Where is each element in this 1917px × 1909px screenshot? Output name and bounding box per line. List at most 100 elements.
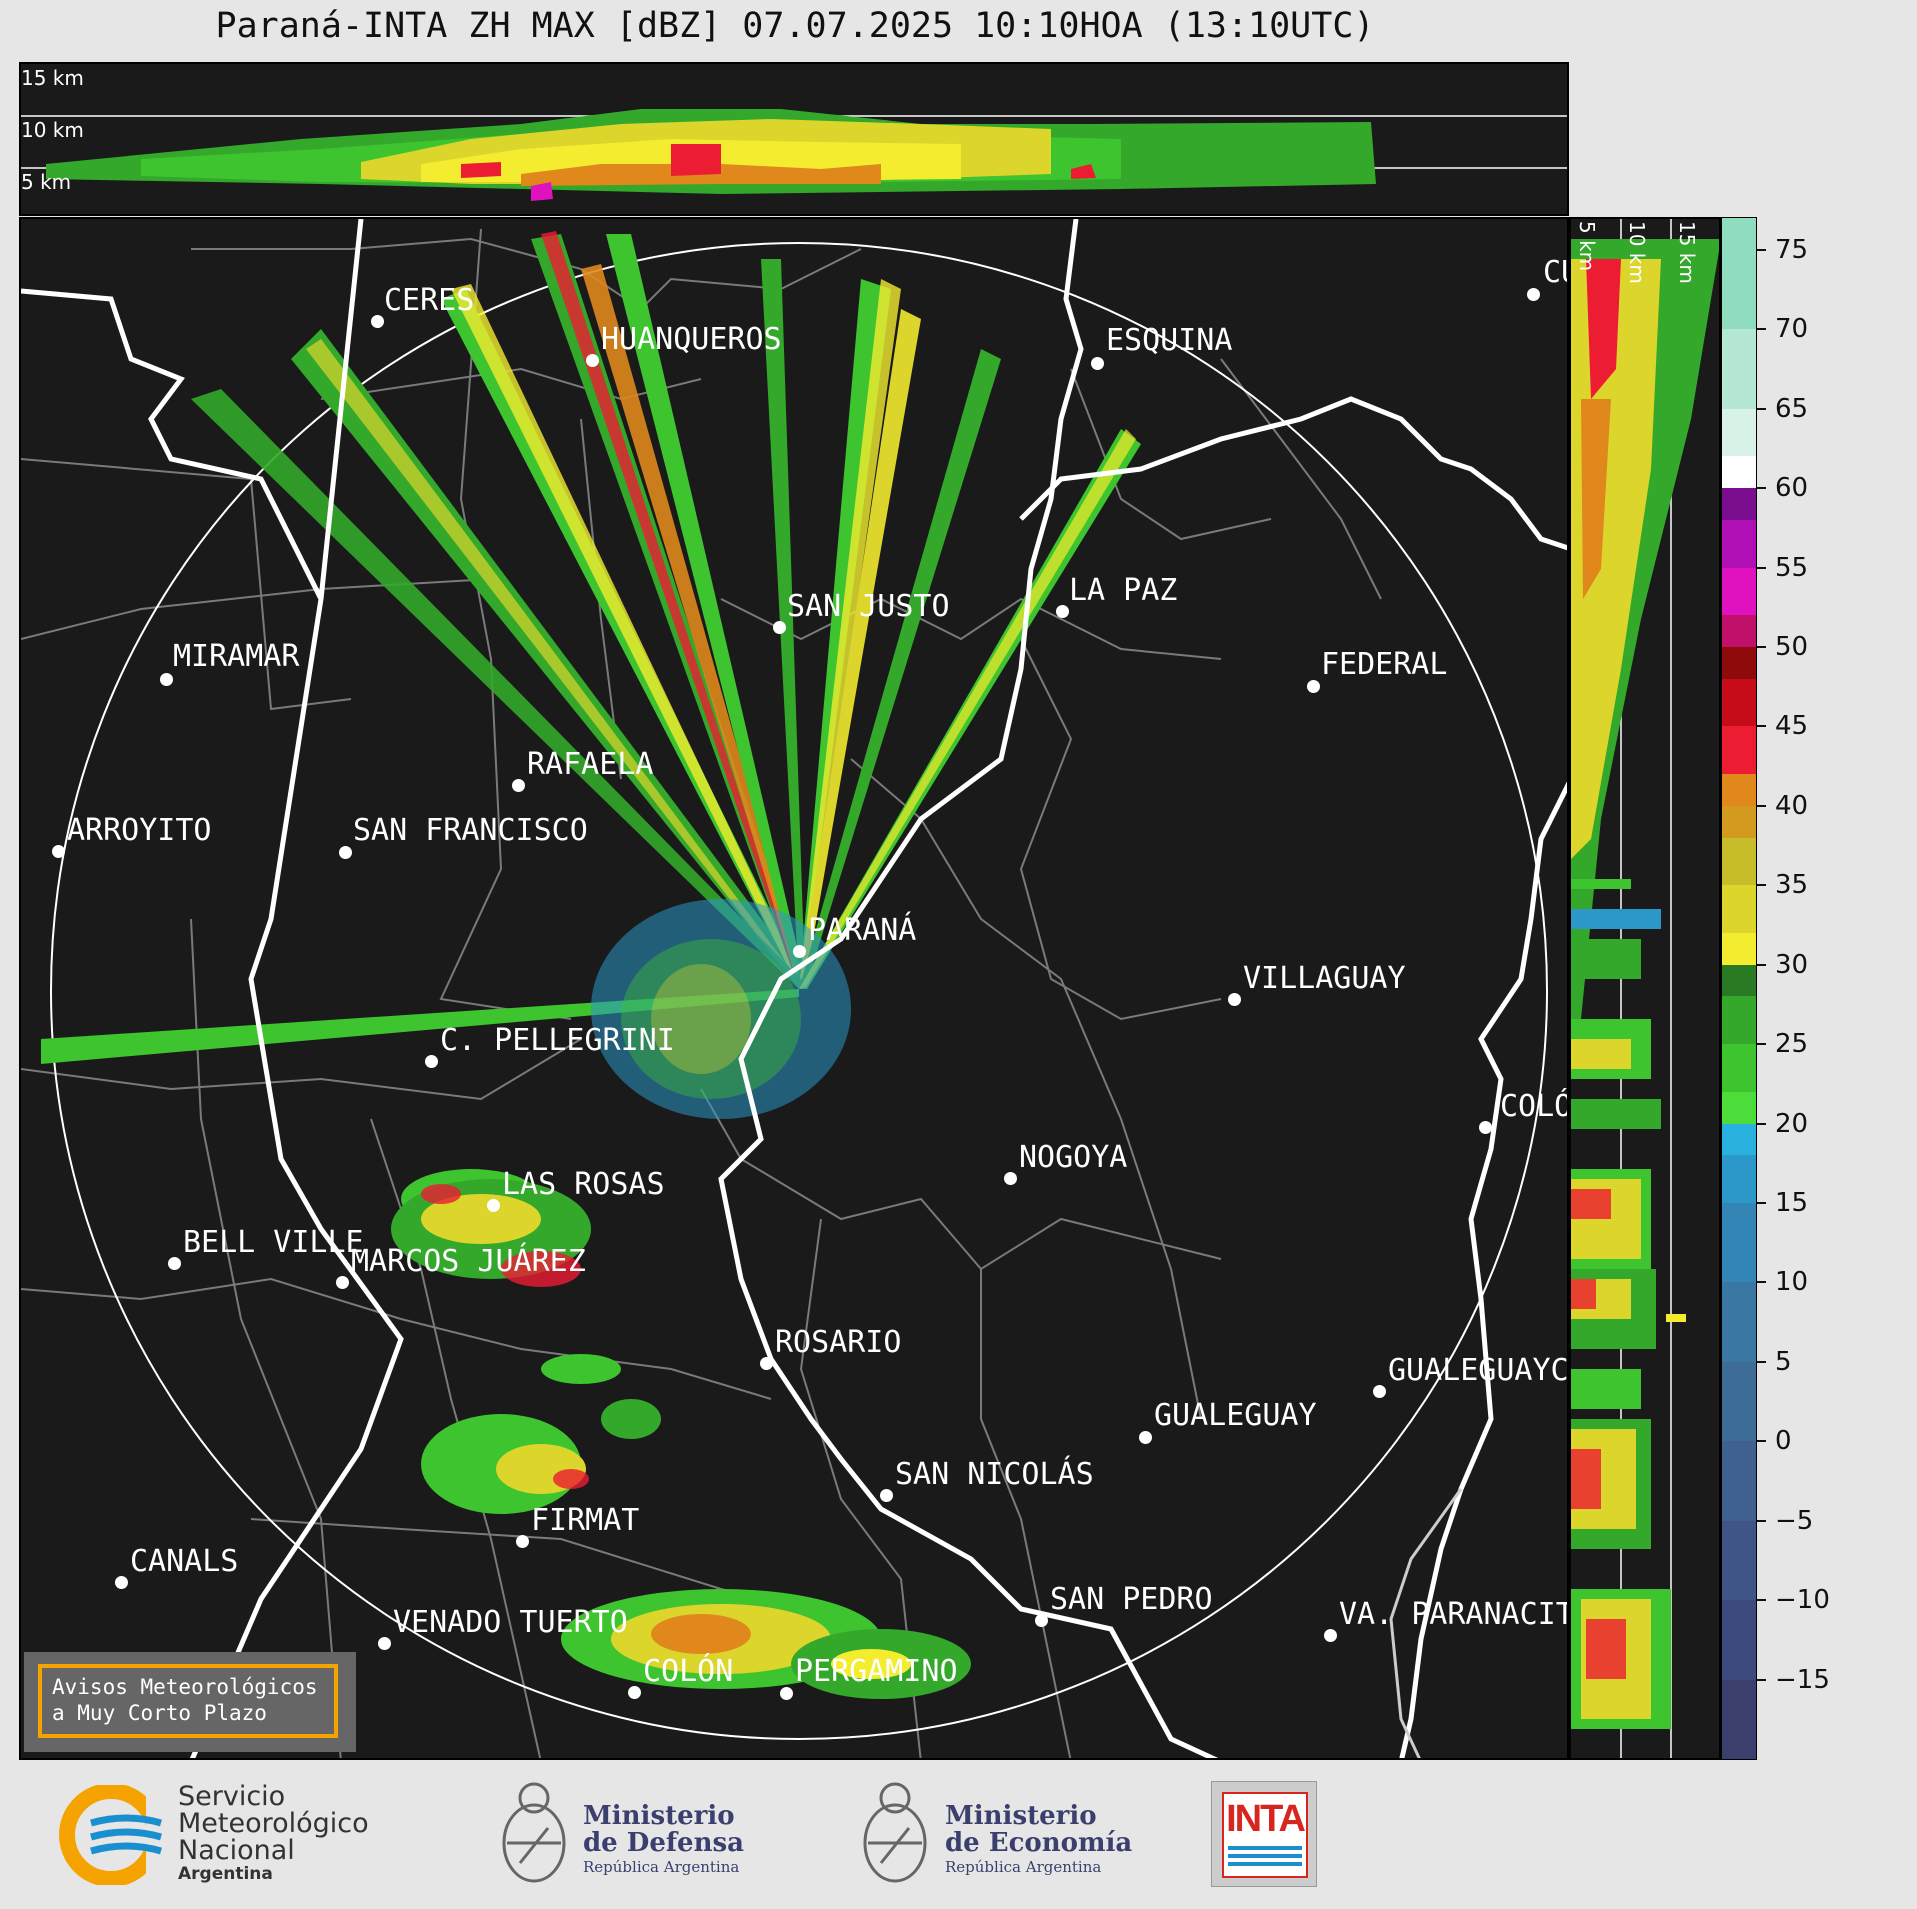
city-label: RAFAELA <box>527 747 654 782</box>
colorbar-tick-mark <box>1757 963 1766 966</box>
city-label: PARANÁ <box>808 913 917 948</box>
colorbar-tick-mark <box>1757 328 1766 331</box>
radar-echoes <box>41 231 1141 1699</box>
city-label: MIRAMAR <box>173 639 300 674</box>
colorbar-segment <box>1722 1520 1756 1601</box>
city-label: COLÓN <box>643 1654 734 1689</box>
city-label: COLÓ <box>1500 1089 1569 1124</box>
colorbar-segment <box>1722 329 1756 409</box>
colorbar-segment <box>1722 567 1756 616</box>
avisos-box: Avisos Meteorológicos a Muy Corto Plazo <box>24 1652 356 1752</box>
colorbar-tick-mark <box>1757 1440 1766 1443</box>
top-cross-section: 15 km 10 km 5 km <box>19 62 1569 216</box>
city-dot <box>1091 357 1104 370</box>
range-ring <box>50 242 1548 1740</box>
city-label: SAN FRANCISCO <box>353 813 588 848</box>
avisos-frame: Avisos Meteorológicos a Muy Corto Plazo <box>38 1664 338 1738</box>
colorbar-tick-label: 30 <box>1775 949 1809 980</box>
smn-line3: Nacional <box>178 1835 295 1866</box>
escudo-icon <box>863 1782 927 1883</box>
colorbar-segment <box>1722 519 1756 568</box>
colorbar-segment <box>1722 1202 1756 1283</box>
colorbar-segment <box>1722 678 1756 727</box>
colorbar-segment <box>1722 1044 1756 1092</box>
city-dot <box>168 1257 181 1270</box>
inta-logo-frame: INTA <box>1222 1792 1308 1878</box>
colorbar-tick-label: −15 <box>1775 1664 1830 1695</box>
colorbar-segment <box>1722 615 1756 647</box>
city-dot <box>516 1535 529 1548</box>
city-label: CANALS <box>130 1544 239 1579</box>
colorbar-tick-mark <box>1757 1201 1766 1204</box>
economia-line2: de Economía <box>945 1828 1133 1858</box>
economia-logo-text: Ministerio de Economía República Argenti… <box>945 1803 1132 1877</box>
defensa-line3: República Argentina <box>583 1858 740 1876</box>
city-dot <box>52 845 65 858</box>
city-label: C. PELLEGRINI <box>440 1023 675 1058</box>
top-xsec-label-5km: 5 km <box>21 170 72 194</box>
smn-logo <box>56 1783 176 1887</box>
colorbar-tick-label: 20 <box>1775 1108 1809 1139</box>
colorbar-segment <box>1722 218 1756 330</box>
city-dot <box>1139 1431 1152 1444</box>
city-label: SAN PEDRO <box>1050 1582 1213 1617</box>
defensa-line1: Ministerio <box>583 1801 735 1831</box>
city-dot <box>487 1199 500 1212</box>
smn-logo-graphic <box>59 1783 176 1887</box>
city-label: FIRMAT <box>531 1503 640 1538</box>
colorbar-tick-mark <box>1757 725 1766 728</box>
colorbar-tick-label: −10 <box>1775 1585 1830 1616</box>
city-label: NOGOYA <box>1019 1140 1128 1175</box>
smn-logo-text: Servicio Meteorológico Nacional Argentin… <box>178 1783 369 1884</box>
city-dot <box>773 621 786 634</box>
city-dot <box>780 1687 793 1700</box>
defensa-line2: de Defensa <box>583 1828 744 1858</box>
smn-line1: Servicio <box>178 1781 286 1812</box>
defensa-seal <box>495 1773 573 1897</box>
colorbar-tick-mark <box>1757 1519 1766 1522</box>
city-dot <box>1324 1629 1337 1642</box>
radar-map: CERES HUANQUEROS ESQUINA CU SAN JUSTO LA… <box>19 217 1569 1760</box>
city-dot <box>512 779 525 792</box>
page-title: Paraná-INTA ZH MAX [dBZ] 07.07.2025 10:1… <box>215 6 1375 46</box>
city-label: LAS ROSAS <box>502 1167 665 1202</box>
city-label: GUALEGUAY <box>1154 1398 1317 1433</box>
colorbar <box>1721 217 1757 1760</box>
city-label: FEDERAL <box>1321 647 1448 682</box>
colorbar-tick-label: 55 <box>1775 552 1809 583</box>
city-dot <box>378 1637 391 1650</box>
city-label: MARCOS JUÁREZ <box>351 1244 586 1279</box>
colorbar-tick-label: 5 <box>1775 1346 1792 1377</box>
city-dot <box>628 1686 641 1699</box>
city-dot <box>115 1576 128 1589</box>
city-dot <box>1004 1172 1017 1185</box>
side-cross-section: 5 km 10 km 15 km <box>1569 217 1721 1760</box>
city-dot <box>1228 993 1241 1006</box>
colorbar-tick-mark <box>1757 1678 1766 1681</box>
colorbar-tick-label: 50 <box>1775 631 1809 662</box>
colorbar-tick-label: 25 <box>1775 1029 1809 1060</box>
economia-seal <box>856 1773 934 1897</box>
colorbar-segment <box>1722 1679 1756 1759</box>
colorbar-tick-label: 60 <box>1775 473 1809 504</box>
colorbar-tick-mark <box>1757 645 1766 648</box>
city-dot <box>336 1276 349 1289</box>
city-label: HUANQUEROS <box>601 322 782 357</box>
city-label: GUALEGUAYC <box>1388 1353 1569 1388</box>
city-label: ROSARIO <box>775 1325 902 1360</box>
city-label: SAN JUSTO <box>787 589 950 624</box>
colorbar-segment <box>1722 646 1756 679</box>
colorbar-tick-mark <box>1757 804 1766 807</box>
colorbar-segment <box>1722 408 1756 457</box>
colorbar-segment <box>1722 805 1756 838</box>
economia-line3: República Argentina <box>945 1858 1102 1876</box>
radar-map-graphics <box>21 219 1567 1758</box>
colorbar-tick-mark <box>1757 248 1766 251</box>
city-label: ESQUINA <box>1106 323 1233 358</box>
colorbar-tick-label: 45 <box>1775 711 1809 742</box>
inta-stripe <box>1228 1862 1302 1866</box>
colorbar-tick-label: 10 <box>1775 1267 1809 1298</box>
city-dot <box>1307 680 1320 693</box>
side-xsec-label-5km: 5 km <box>1575 221 1599 272</box>
colorbar-tick-label: 0 <box>1775 1426 1792 1457</box>
